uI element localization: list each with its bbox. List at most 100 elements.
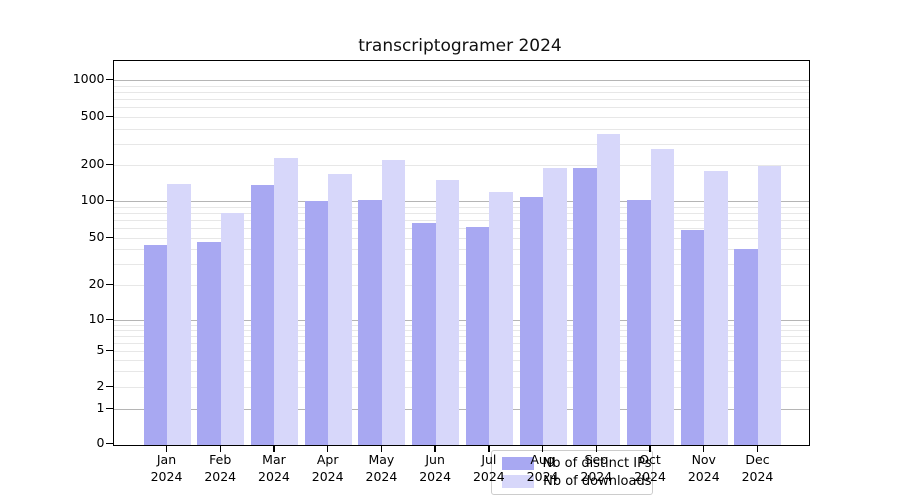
y-gridline-minor <box>113 220 809 222</box>
y-tick-mark <box>105 318 113 320</box>
legend: Nb of distinct IPs Nb of downloads <box>490 450 653 495</box>
x-tick-mark <box>434 445 436 452</box>
y-gridline-minor <box>113 143 809 145</box>
x-tick-label-sep: Sep 2024 <box>580 452 613 484</box>
y-tick-label-0: 0 <box>96 435 105 450</box>
x-tick-mark <box>165 445 168 452</box>
y-gridline-minor <box>113 324 809 326</box>
y-gridline-minor <box>113 359 809 361</box>
bar-distinct-ips-mar <box>250 185 275 445</box>
y-gridline-minor <box>113 371 809 373</box>
bar-distinct-ips-dec <box>734 249 758 445</box>
y-tick-label-500: 500 <box>80 108 105 123</box>
bar-downloads-sep <box>596 134 621 445</box>
legend-item-distinct-ips: Nb of distinct IPs <box>501 456 652 471</box>
x-tick-label-jan: Jan 2024 <box>150 452 183 484</box>
y-tick-mark <box>105 349 113 351</box>
y-tick-label-1000: 1000 <box>72 71 105 86</box>
y-tick-label-100: 100 <box>80 192 105 207</box>
x-tick-mark <box>380 445 383 452</box>
y-gridline-minor <box>113 228 809 230</box>
y-tick-label-200: 200 <box>80 156 105 171</box>
y-gridline-minor <box>113 387 809 388</box>
x-tick-mark <box>703 445 705 452</box>
bar-distinct-ips-may <box>358 199 382 445</box>
x-tick-mark <box>219 445 221 452</box>
bar-distinct-ips-oct <box>627 200 651 445</box>
y-tick-label-50: 50 <box>88 229 105 244</box>
x-tick-mark <box>595 445 597 452</box>
x-tick-mark <box>649 445 651 452</box>
x-tick-label-may: May 2024 <box>365 452 398 484</box>
bar-downloads-may <box>381 160 406 445</box>
y-tick-mark <box>105 78 113 80</box>
bar-downloads-feb <box>220 212 245 445</box>
y-gridline-minor <box>113 117 809 118</box>
y-gridline-minor <box>113 351 809 352</box>
x-tick-mark <box>326 445 329 452</box>
y-tick-mark <box>105 236 113 238</box>
y-gridline-minor <box>113 285 809 286</box>
y-gridline-minor <box>113 249 809 251</box>
x-tick-label-nov: Nov 2024 <box>687 452 720 484</box>
y-tick-mark <box>105 385 113 387</box>
x-tick-mark <box>756 445 759 452</box>
legend-swatch-downloads <box>501 475 535 488</box>
bar-distinct-ips-aug <box>519 197 544 445</box>
y-tick-label-10: 10 <box>88 311 105 326</box>
bar-downloads-nov <box>704 171 728 445</box>
x-tick-mark <box>273 445 275 452</box>
y-gridline-minor <box>113 85 809 87</box>
y-tick-label-1: 1 <box>96 400 105 415</box>
y-gridline-minor <box>113 238 809 239</box>
bar-downloads-apr <box>328 174 352 445</box>
plot-area: Nb of distinct IPs Nb of downloads <box>112 60 810 495</box>
y-gridline-minor <box>113 165 809 166</box>
chart-title: transcriptogramer 2024 <box>358 36 562 56</box>
bar-distinct-ips-feb <box>197 242 221 445</box>
bar-downloads-jan <box>167 183 191 445</box>
y-gridline-major <box>113 201 809 202</box>
y-tick-label-20: 20 <box>88 276 105 291</box>
y-tick-mark <box>105 163 113 165</box>
y-gridline-minor <box>113 99 809 101</box>
x-tick-mark <box>488 445 490 452</box>
y-gridline-minor <box>113 206 809 208</box>
y-tick-mark <box>105 115 113 117</box>
x-tick-label-jul: Jul 2024 <box>472 452 505 484</box>
bar-downloads-jun <box>435 179 460 445</box>
legend-swatch-distinct-ips <box>501 457 534 470</box>
bar-distinct-ips-jul <box>465 226 490 445</box>
x-tick-label-jun: Jun 2024 <box>419 452 452 484</box>
bar-distinct-ips-nov <box>680 230 705 445</box>
x-tick-label-mar: Mar 2024 <box>258 452 290 484</box>
bar-distinct-ips-sep <box>573 167 597 445</box>
bar-downloads-oct <box>650 149 675 445</box>
x-tick-label-aug: Aug 2024 <box>526 452 559 484</box>
bar-distinct-ips-jan <box>143 244 167 445</box>
y-gridline-minor <box>113 335 809 337</box>
legend-item-downloads: Nb of downloads <box>501 474 652 489</box>
bar-distinct-ips-apr <box>304 201 329 445</box>
y-tick-mark <box>105 442 113 444</box>
y-tick-label-5: 5 <box>96 342 105 357</box>
bar-downloads-aug <box>543 168 567 445</box>
y-tick-mark <box>105 407 113 409</box>
y-gridline-major <box>113 409 809 410</box>
bar-downloads-mar <box>274 157 298 445</box>
y-tick-mark <box>105 199 113 201</box>
x-tick-label-oct: Oct 2024 <box>634 452 666 484</box>
x-tick-label-dec: Dec 2024 <box>741 452 774 484</box>
y-gridline-minor <box>113 107 809 109</box>
legend-label-downloads: Nb of downloads <box>543 474 652 489</box>
y-gridline-minor <box>113 264 809 266</box>
y-gridline-minor <box>113 91 809 93</box>
bar-distinct-ips-jun <box>412 223 436 445</box>
x-tick-mark <box>541 445 544 452</box>
bar-downloads-dec <box>757 166 782 445</box>
x-tick-label-apr: Apr 2024 <box>311 452 344 484</box>
legend-label-distinct-ips: Nb of distinct IPs <box>542 456 652 471</box>
x-tick-label-feb: Feb 2024 <box>204 452 237 484</box>
y-gridline-minor <box>113 212 809 214</box>
